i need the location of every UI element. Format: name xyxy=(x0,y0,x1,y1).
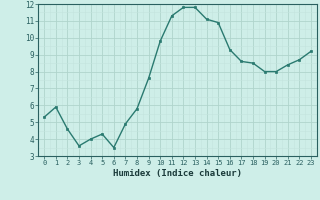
X-axis label: Humidex (Indice chaleur): Humidex (Indice chaleur) xyxy=(113,169,242,178)
